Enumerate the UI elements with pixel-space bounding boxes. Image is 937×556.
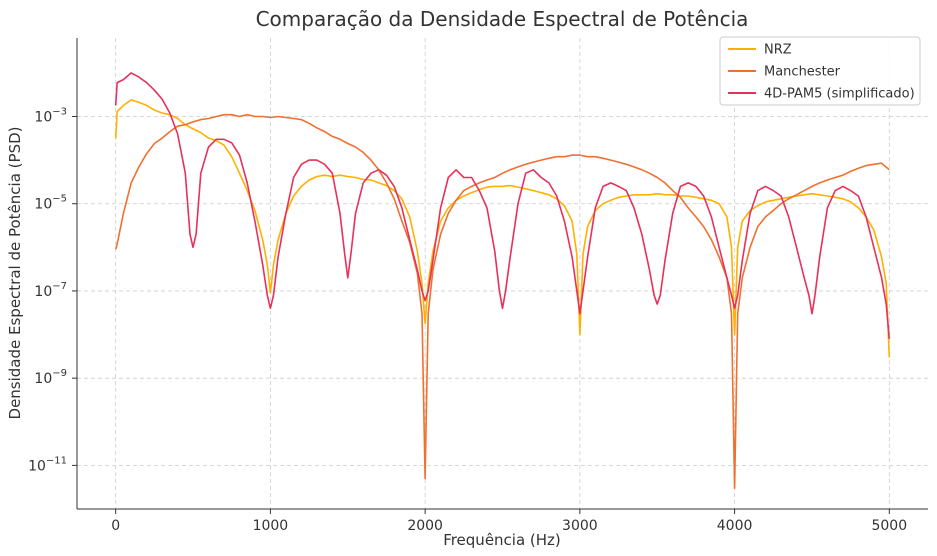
legend-label: 4D-PAM5 (simplificado)	[764, 87, 915, 102]
y-tick-base: 10	[34, 371, 52, 387]
y-tick-label: 10−11	[28, 455, 67, 474]
y-tick-label: 10−3	[34, 107, 67, 126]
y-tick-base: 10	[34, 284, 52, 300]
x-tick-label: 3000	[562, 518, 598, 534]
x-tick-label: 2000	[407, 518, 443, 534]
x-axis-label: Frequência (Hz)	[443, 531, 561, 549]
y-axis-label: Densidade Espectral de Potência (PSD)	[6, 127, 24, 420]
y-tick-exponent: −3	[52, 107, 67, 118]
x-ticks: 0 1000 2000 3000 4000 5000	[111, 509, 907, 534]
y-tick-base: 10	[28, 458, 46, 474]
legend: NRZ Manchester 4D-PAM5 (simplificado)	[719, 36, 921, 106]
y-tick-exponent: −7	[52, 281, 67, 292]
y-tick-exponent: −5	[52, 194, 67, 205]
legend-label: NRZ	[764, 43, 792, 58]
x-tick-label: 1000	[253, 518, 289, 534]
chart-title: Comparação da Densidade Espectral de Pot…	[256, 7, 749, 31]
grid	[77, 38, 928, 509]
series-line-2	[114, 113, 890, 490]
series-layer	[114, 72, 891, 490]
y-tick-label: 10−7	[34, 281, 67, 300]
y-tick-base: 10	[34, 197, 52, 213]
y-tick-exponent: −9	[52, 368, 67, 379]
legend-frame	[719, 36, 921, 106]
series-line-1	[114, 99, 891, 358]
x-tick-label: 5000	[871, 518, 907, 534]
y-tick-base: 10	[34, 110, 52, 126]
axes	[76, 38, 928, 510]
series-line-3	[114, 72, 891, 339]
y-tick-label: 10−9	[34, 368, 67, 387]
y-tick-label: 10−5	[34, 194, 67, 213]
x-tick-label: 0	[111, 518, 120, 534]
legend-label: Manchester	[764, 65, 841, 80]
y-tick-exponent: −11	[46, 455, 67, 466]
y-ticks: 10−310−510−710−910−11	[28, 107, 77, 474]
x-tick-label: 4000	[717, 518, 753, 534]
